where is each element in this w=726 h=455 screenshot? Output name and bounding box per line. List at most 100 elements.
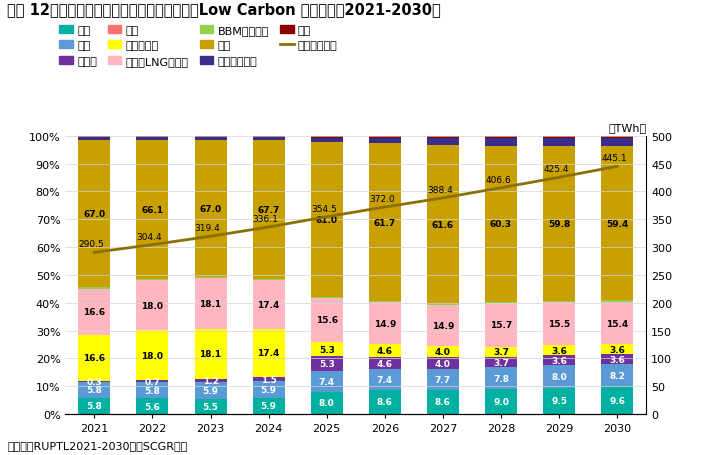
Text: 7.4: 7.4 xyxy=(377,375,393,384)
Bar xyxy=(543,365,575,388)
Text: 60.3: 60.3 xyxy=(490,220,512,229)
Text: 3.6: 3.6 xyxy=(609,355,625,364)
Bar xyxy=(543,137,575,138)
Bar xyxy=(369,136,401,137)
Text: 5.8: 5.8 xyxy=(86,385,102,394)
Bar xyxy=(369,369,401,390)
Text: 18.1: 18.1 xyxy=(200,299,221,308)
Text: 319.4: 319.4 xyxy=(195,224,221,233)
Text: 67.0: 67.0 xyxy=(83,210,105,219)
Bar xyxy=(601,136,633,137)
Bar xyxy=(136,399,168,414)
Bar xyxy=(195,278,227,329)
Text: 59.8: 59.8 xyxy=(548,219,570,228)
Bar xyxy=(78,335,110,381)
Bar xyxy=(195,379,227,382)
Bar xyxy=(311,357,343,371)
Bar xyxy=(485,368,517,389)
Text: 5.9: 5.9 xyxy=(203,386,219,395)
Text: 14.9: 14.9 xyxy=(374,319,396,328)
Bar xyxy=(78,288,110,289)
Bar xyxy=(427,146,459,304)
Bar xyxy=(311,297,343,298)
Bar xyxy=(543,136,575,137)
Bar xyxy=(136,138,168,141)
Text: 61.7: 61.7 xyxy=(374,218,396,227)
Bar xyxy=(543,355,575,365)
Bar xyxy=(601,137,633,138)
Bar xyxy=(485,347,517,357)
Bar xyxy=(311,142,343,297)
Bar xyxy=(543,345,575,355)
Text: 17.4: 17.4 xyxy=(258,349,280,358)
Bar xyxy=(195,277,227,278)
Text: 15.5: 15.5 xyxy=(548,319,570,329)
Bar xyxy=(253,138,285,141)
Text: 図表 12　インドネシアの発電電力量の推移・Low Carbon シナリオ（2021-2030）: 図表 12 インドネシアの発電電力量の推移・Low Carbon シナリオ（20… xyxy=(7,2,441,17)
Bar xyxy=(369,390,401,414)
Text: 61.6: 61.6 xyxy=(432,220,454,229)
Bar xyxy=(253,377,285,381)
Bar xyxy=(485,137,517,138)
Text: 7.8: 7.8 xyxy=(493,374,509,383)
Text: 290.5: 290.5 xyxy=(78,240,105,249)
Bar xyxy=(136,281,168,330)
Bar xyxy=(253,398,285,414)
Bar xyxy=(78,382,110,398)
Bar xyxy=(369,303,401,344)
Text: 17.4: 17.4 xyxy=(258,300,280,309)
Text: 4.6: 4.6 xyxy=(377,346,393,355)
Text: 7.7: 7.7 xyxy=(435,375,451,384)
Bar xyxy=(485,302,517,303)
Text: 18.0: 18.0 xyxy=(142,351,163,360)
Text: 5.3: 5.3 xyxy=(319,345,335,354)
Text: 66.1: 66.1 xyxy=(142,206,163,215)
Text: 8.6: 8.6 xyxy=(377,398,393,407)
Bar xyxy=(485,136,517,137)
Text: 5.9: 5.9 xyxy=(261,401,277,410)
Bar xyxy=(195,138,227,141)
Bar xyxy=(543,303,575,345)
Bar xyxy=(427,358,459,369)
Bar xyxy=(601,364,633,387)
Bar xyxy=(601,345,633,354)
Text: 9.6: 9.6 xyxy=(609,396,625,405)
Bar xyxy=(253,329,285,377)
Bar xyxy=(311,298,343,342)
Text: 67.0: 67.0 xyxy=(200,205,221,213)
Text: 0.3: 0.3 xyxy=(86,377,102,386)
Bar xyxy=(485,357,517,368)
Bar xyxy=(195,141,227,277)
Bar xyxy=(311,138,343,142)
Text: 59.4: 59.4 xyxy=(606,219,628,228)
Bar xyxy=(136,382,168,399)
Bar xyxy=(78,141,110,288)
Text: 336.1: 336.1 xyxy=(253,215,279,223)
Text: 18.0: 18.0 xyxy=(142,301,163,310)
Bar xyxy=(369,301,401,303)
Bar xyxy=(253,281,285,329)
Text: 4.6: 4.6 xyxy=(377,359,393,368)
Bar xyxy=(369,138,401,144)
Bar xyxy=(369,344,401,357)
Text: 8.0: 8.0 xyxy=(551,372,567,381)
Bar xyxy=(485,303,517,347)
Text: 15.6: 15.6 xyxy=(316,316,338,325)
Text: 4.0: 4.0 xyxy=(435,348,451,357)
Text: 18.1: 18.1 xyxy=(200,349,221,359)
Bar xyxy=(369,144,401,301)
Bar xyxy=(543,301,575,303)
Text: 8.2: 8.2 xyxy=(609,372,625,380)
Bar xyxy=(543,388,575,414)
Text: 372.0: 372.0 xyxy=(369,195,395,204)
Bar xyxy=(543,138,575,147)
Text: 15.7: 15.7 xyxy=(490,321,512,329)
Text: 304.4: 304.4 xyxy=(136,232,163,241)
Bar xyxy=(136,137,168,138)
Text: 3.6: 3.6 xyxy=(551,356,567,365)
Bar xyxy=(427,138,459,146)
Bar xyxy=(485,147,517,302)
Bar xyxy=(78,138,110,141)
Bar xyxy=(601,302,633,345)
Text: 0.7: 0.7 xyxy=(144,377,160,386)
